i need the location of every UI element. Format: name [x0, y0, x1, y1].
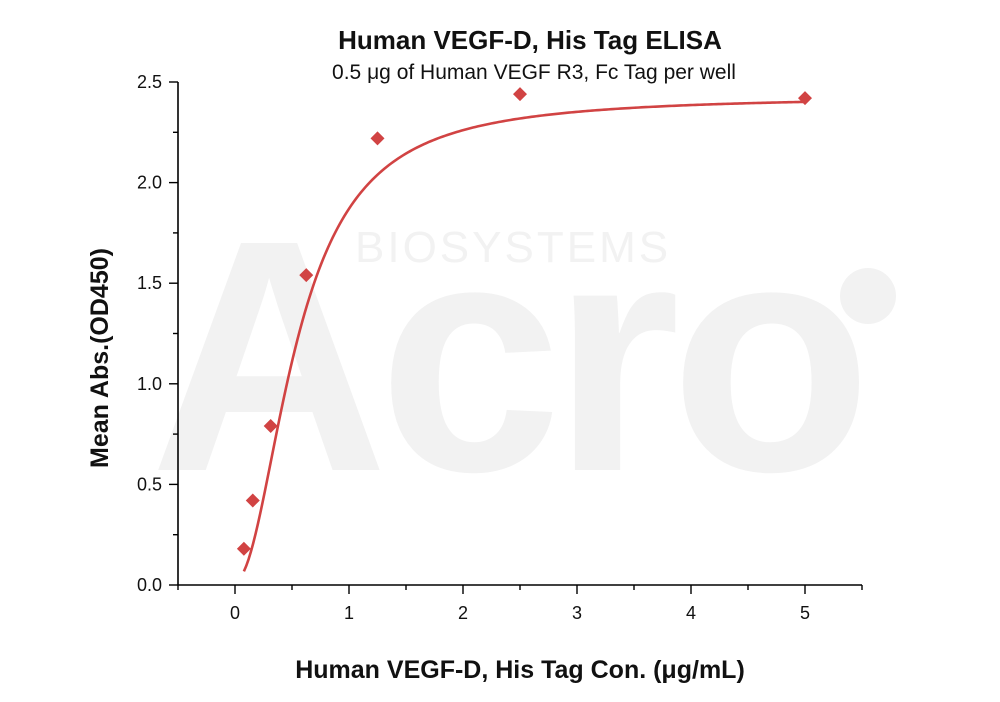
watermark-tagline: BIOSYSTEMS	[355, 223, 671, 272]
y-tick-label: 0.5	[137, 474, 162, 494]
data-point	[236, 541, 251, 556]
tick-marks	[169, 81, 863, 594]
watermark-brand: Acro	[150, 171, 862, 540]
y-tick-label: 0.0	[137, 575, 162, 595]
data-point	[798, 91, 812, 106]
y-tick-label: 2.5	[137, 72, 162, 92]
data-point	[513, 87, 527, 102]
y-tick-label: 1.0	[137, 374, 162, 394]
plot-area	[236, 87, 812, 572]
x-tick-label: 2	[458, 603, 468, 623]
x-tick-label: 0	[230, 603, 240, 623]
y-axis-label: Mean Abs.(OD450)	[86, 248, 114, 468]
x-tick-label: 3	[572, 603, 582, 623]
watermark-dot-icon	[840, 268, 896, 324]
y-tick-label: 1.5	[137, 273, 162, 293]
data-points	[236, 87, 812, 556]
data-point	[299, 268, 314, 283]
data-point	[370, 131, 385, 146]
x-axis-label: Human VEGF-D, His Tag Con. (μg/mL)	[295, 656, 745, 684]
data-point	[245, 493, 260, 508]
tick-labels: 0 1 2 3 4 5 0.0 0.5 1.0 1.5 2.0 2.5	[137, 72, 810, 623]
chart-title: Human VEGF-D, His Tag ELISA	[338, 25, 722, 55]
watermark-logo: Acro BIOSYSTEMS	[150, 171, 896, 540]
x-tick-label: 1	[344, 603, 354, 623]
chart-subtitle: 0.5 μg of Human VEGF R3, Fc Tag per well	[332, 61, 736, 84]
fit-curve	[242, 100, 806, 572]
x-tick-label: 4	[686, 603, 696, 623]
y-tick-label: 2.0	[137, 173, 162, 193]
x-tick-label: 5	[800, 603, 810, 623]
data-point	[263, 419, 278, 434]
